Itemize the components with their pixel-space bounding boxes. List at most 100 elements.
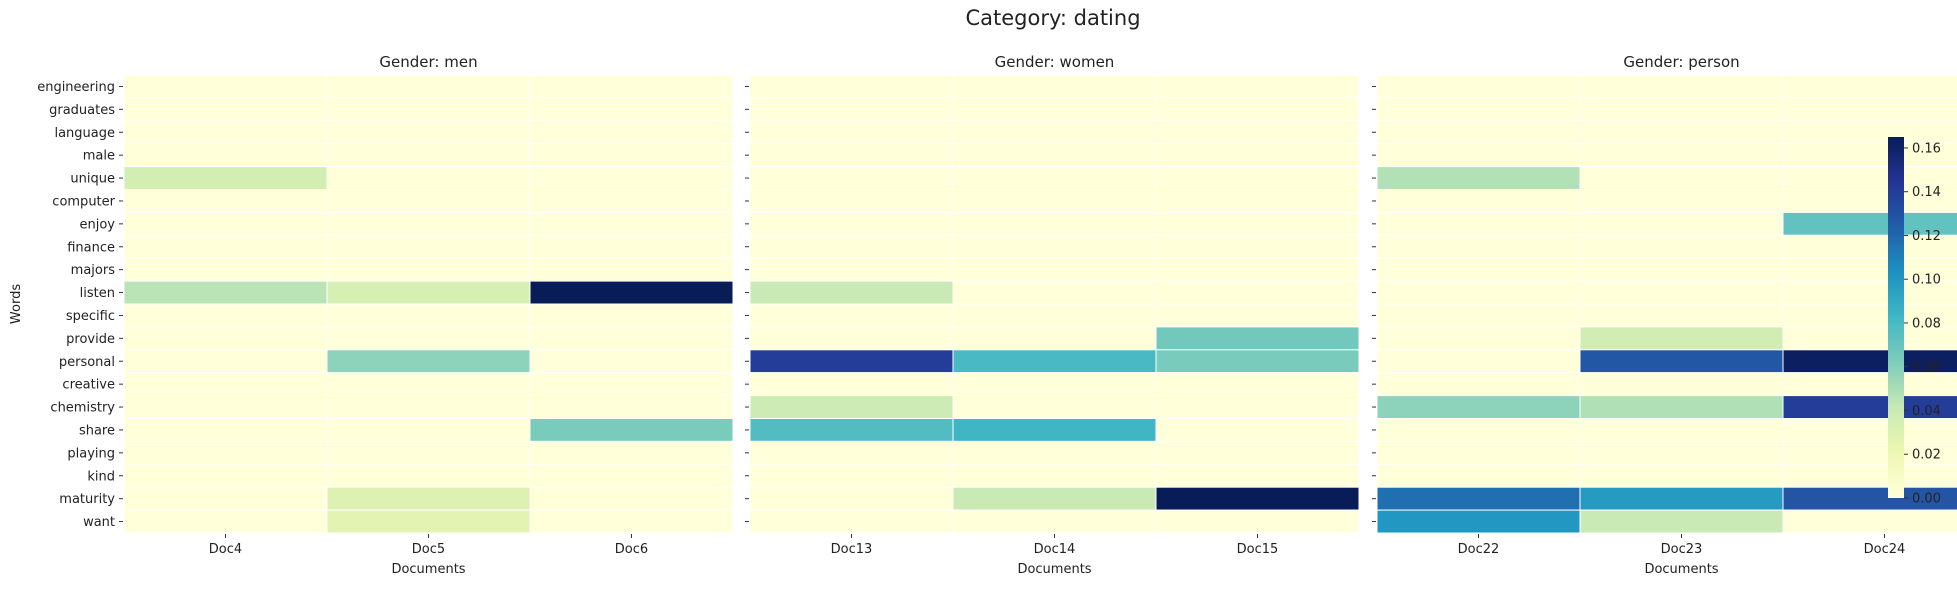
heatmap-cell <box>1155 395 1360 420</box>
heatmap-cell <box>123 74 328 99</box>
heatmap-cell <box>123 463 328 488</box>
heatmap-cell <box>123 97 328 122</box>
heatmap-cell <box>326 211 531 236</box>
panel-title: Gender: women <box>995 53 1115 71</box>
x-tick-label: Doc24 <box>1864 542 1906 557</box>
y-tick-label: personal <box>59 355 115 370</box>
heatmap-cell <box>123 326 328 351</box>
heatmap-cell <box>1579 74 1784 99</box>
figure-title: Category: dating <box>965 6 1140 30</box>
colorbar-tick-label: 0.14 <box>1912 185 1941 200</box>
colorbar-tick-label: 0.06 <box>1912 360 1941 375</box>
y-tick-label: language <box>54 126 115 141</box>
colorbar-tick-label: 0.08 <box>1912 316 1941 331</box>
heatmap-cell <box>1155 257 1360 282</box>
heatmap-cell <box>326 74 531 99</box>
heatmap-cell <box>952 418 1157 442</box>
heatmap-cell <box>952 395 1157 420</box>
heatmap-cell <box>952 303 1157 328</box>
heatmap-cell <box>749 395 954 420</box>
heatmap-cell <box>1579 372 1784 397</box>
heatmap-cell <box>123 143 328 168</box>
heatmap-cell <box>1376 326 1581 351</box>
panel-title: Gender: men <box>379 53 477 71</box>
heatmap-cell <box>1376 234 1581 259</box>
heatmap-cell <box>123 211 328 236</box>
x-tick-label: Doc6 <box>615 542 648 557</box>
heatmap-cell <box>529 418 734 442</box>
x-tick-label: Doc22 <box>1458 542 1500 557</box>
x-tick-label: Doc5 <box>412 542 445 557</box>
heatmap-cell <box>1155 349 1360 374</box>
heatmap-cell <box>1155 303 1360 328</box>
heatmap-cell <box>1579 349 1784 374</box>
panel-title: Gender: person <box>1623 53 1739 71</box>
heatmap-cell <box>529 326 734 351</box>
heatmap-cell <box>1155 143 1360 168</box>
heatmap-cell <box>529 440 734 465</box>
heatmap-cell <box>1376 280 1581 305</box>
heatmap-cell <box>1579 280 1784 305</box>
heatmap-cell <box>326 509 531 534</box>
panels: Gender: men engineering graduates language m… <box>37 53 1957 577</box>
y-tick-label: graduates <box>49 103 115 118</box>
heatmap-cell <box>123 189 328 213</box>
heatmap-cell <box>749 143 954 168</box>
heatmap-cell <box>529 509 734 534</box>
x-tick-label: Doc23 <box>1661 542 1703 557</box>
heatmap-cell <box>952 440 1157 465</box>
panel-1: Gender: women Doc13 Doc14 Doc15 Documents <box>745 53 1360 577</box>
heatmap-cell <box>1579 234 1784 259</box>
heatmap-cell <box>1376 372 1581 397</box>
heatmap-cell <box>1782 463 1957 488</box>
heatmap-cell <box>1376 211 1581 236</box>
heatmap-cell <box>326 326 531 351</box>
heatmap-cell <box>1155 463 1360 488</box>
heatmap-cell <box>952 74 1157 99</box>
y-tick-label: male <box>83 149 115 164</box>
y-tick-label: engineering <box>37 80 115 95</box>
heatmap-cell <box>749 257 954 282</box>
y-tick-label: finance <box>67 240 115 255</box>
colorbar: 0.00 0.02 0.04 0.06 0.08 0.10 0.12 0.14 0.16 <box>1888 137 1941 507</box>
heatmap-cell <box>326 372 531 397</box>
heatmap-cell <box>1376 97 1581 122</box>
heatmap-cell <box>326 303 531 328</box>
heatmap-cell <box>749 303 954 328</box>
heatmap-cell <box>1579 166 1784 191</box>
heatmap-cell <box>123 257 328 282</box>
heatmap-cell <box>123 372 328 397</box>
heatmap-cell <box>1579 97 1784 122</box>
heatmap-cell <box>529 189 734 213</box>
y-tick-label: share <box>79 423 115 438</box>
heatmap-cell <box>123 418 328 442</box>
heatmap-cell <box>529 463 734 488</box>
x-tick-label: Doc13 <box>831 542 873 557</box>
heatmap-cell <box>1579 257 1784 282</box>
heatmap-cell <box>1155 509 1360 534</box>
heatmap-cell <box>123 440 328 465</box>
y-tick-label: creative <box>62 378 115 393</box>
y-tick-label: kind <box>87 469 115 484</box>
y-tick-label: provide <box>66 332 115 347</box>
heatmap-cell <box>1376 74 1581 99</box>
heatmap-cell <box>749 509 954 534</box>
heatmap-cell <box>529 486 734 511</box>
heatmap-cell <box>952 211 1157 236</box>
heatmap-cell <box>529 143 734 168</box>
heatmap-cell <box>1579 189 1784 213</box>
heatmap-cell <box>1579 463 1784 488</box>
heatmap-cell <box>326 120 531 145</box>
heatmap-cell <box>1155 97 1360 122</box>
heatmap-cell <box>1579 326 1784 351</box>
heatmap-cell <box>326 97 531 122</box>
heatmap-cell <box>1155 418 1360 442</box>
heatmap-cell <box>952 120 1157 145</box>
y-tick-label: enjoy <box>80 217 116 232</box>
heatmap-cell <box>1782 74 1957 99</box>
x-tick-label: Doc14 <box>1034 542 1076 557</box>
heatmap-cell <box>1155 440 1360 465</box>
heatmap-cell <box>529 74 734 99</box>
heatmap-cell <box>1155 280 1360 305</box>
heatmap-cell <box>326 395 531 420</box>
